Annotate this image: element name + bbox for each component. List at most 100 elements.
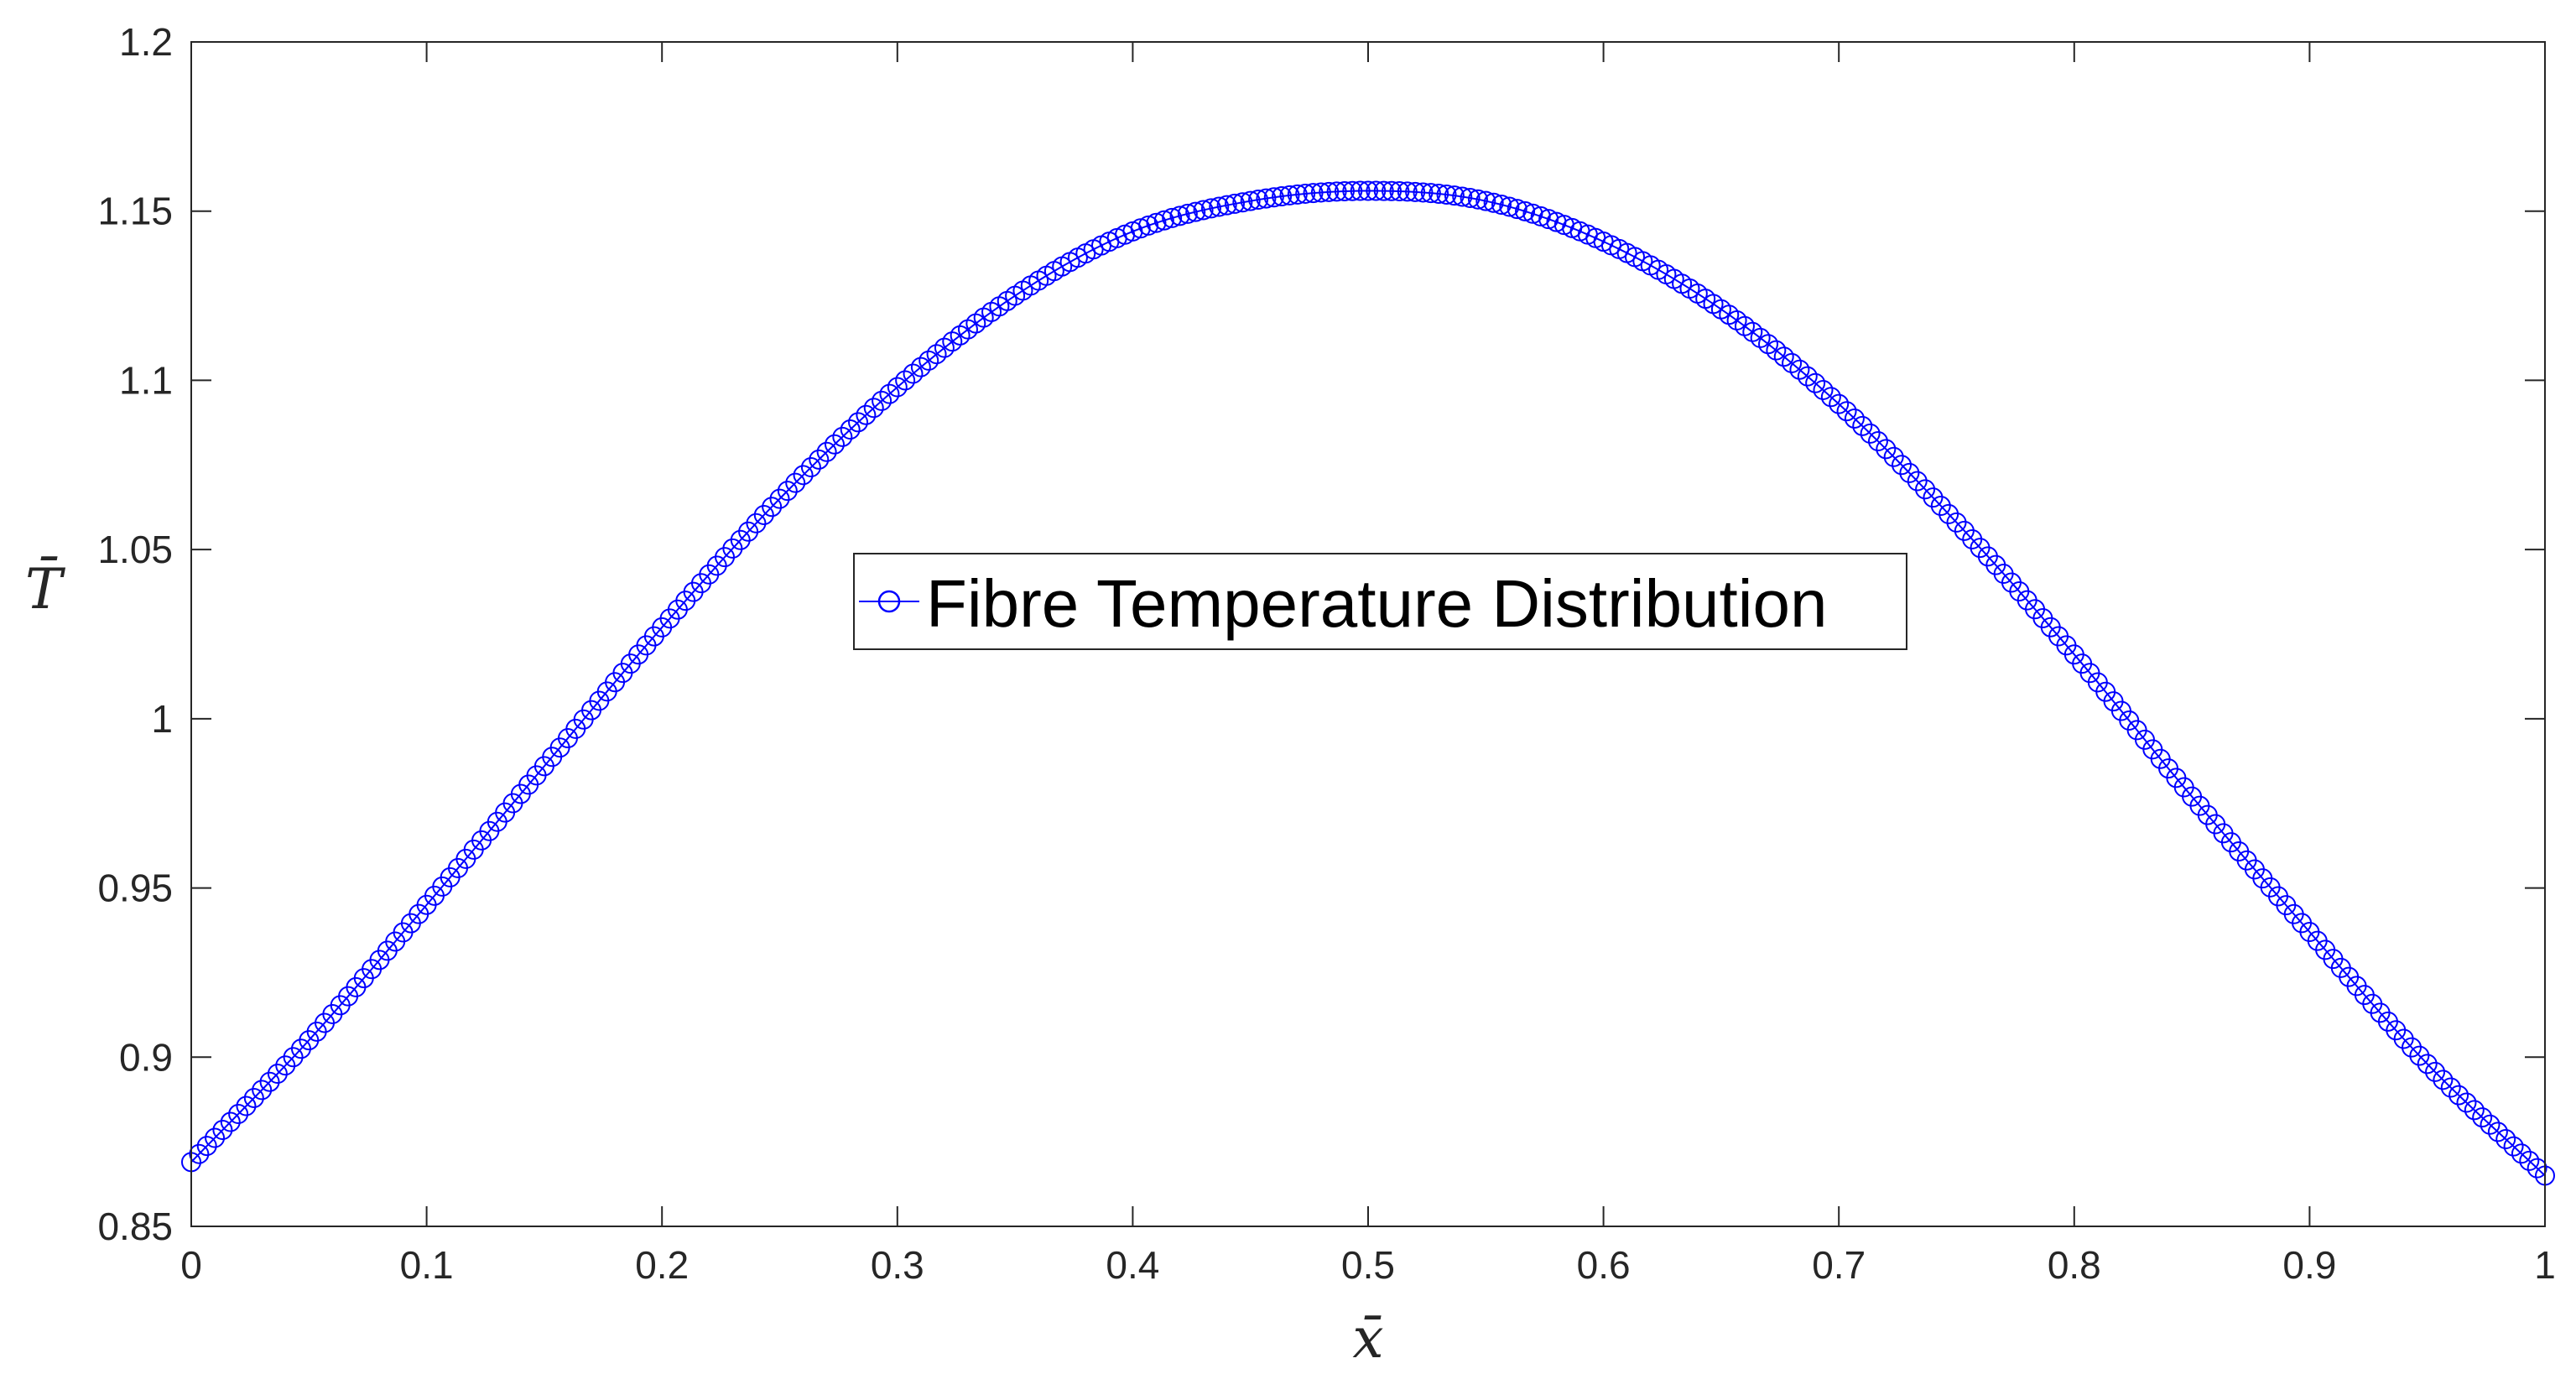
data-point [2464, 1100, 2485, 1121]
data-point [243, 1087, 264, 1108]
y-tick-label: 1 [151, 697, 173, 741]
data-point [1483, 192, 1504, 213]
x-tick-label: 0.6 [1577, 1243, 1631, 1287]
data-point [832, 426, 853, 447]
y-tick-label: 1.2 [119, 20, 173, 64]
x-tick-label: 0.3 [871, 1243, 924, 1287]
data-point [1248, 190, 1269, 211]
data-point [1444, 185, 1465, 206]
data-point [1789, 359, 1810, 380]
data-point [1452, 186, 1473, 207]
data-point [1782, 352, 1803, 373]
x-tick-label: 0.7 [1812, 1243, 1866, 1287]
x-tick-label: 0.5 [1341, 1243, 1395, 1287]
data-point [2472, 1107, 2493, 1128]
data-point [769, 488, 790, 509]
data-point [1813, 379, 1834, 400]
data-point [196, 1136, 217, 1157]
data-point [1429, 183, 1449, 204]
data-point [2495, 1129, 2516, 1150]
data-point [809, 449, 830, 470]
data-point [2519, 1150, 2540, 1171]
series-layer [181, 180, 2555, 1186]
data-point [2417, 1054, 2438, 1075]
data-point [1773, 346, 1794, 367]
data-point [1475, 190, 1496, 211]
data-point [1232, 192, 1253, 213]
x-tick-label: 0.1 [400, 1243, 454, 1287]
data-point [1515, 200, 1536, 221]
data-point [2503, 1136, 2524, 1157]
data-point [1303, 183, 1324, 204]
data-point [2511, 1143, 2532, 1164]
data-point [793, 465, 814, 486]
y-tick-label: 1.15 [97, 190, 173, 233]
data-point [800, 457, 821, 478]
data-point [1867, 431, 1888, 452]
data-point [910, 357, 931, 377]
data-point [879, 383, 900, 404]
y-axis-label: T̄ [25, 557, 66, 622]
legend-box [853, 553, 1907, 650]
data-point [1405, 181, 1426, 202]
data-point [1138, 215, 1159, 236]
data-point [2440, 1077, 2461, 1098]
legend-marker-swatch [877, 590, 901, 613]
data-point [1224, 193, 1245, 214]
data-point [1491, 195, 1512, 215]
y-tick-label: 1.1 [119, 358, 173, 402]
data-point [1326, 181, 1347, 202]
data-point [1844, 408, 1865, 429]
data-point [1522, 203, 1543, 224]
data-point [1263, 187, 1284, 208]
data-point [1820, 387, 1841, 408]
data-point [220, 1111, 241, 1132]
data-point [1216, 195, 1237, 216]
data-point [259, 1071, 280, 1092]
data-point [934, 337, 955, 358]
data-point [212, 1120, 233, 1141]
data-point [1797, 366, 1818, 387]
data-point [926, 344, 947, 365]
data-point [236, 1096, 257, 1116]
data-point [1295, 183, 1316, 204]
x-tick-label: 0.9 [2282, 1243, 2336, 1287]
data-point [2527, 1158, 2547, 1179]
y-tick-label: 0.9 [119, 1035, 173, 1079]
data-point [1892, 455, 1912, 476]
data-point [1366, 180, 1387, 201]
data-point [1382, 180, 1402, 201]
data-point [762, 497, 783, 518]
data-point [2480, 1114, 2501, 1135]
data-point [1420, 183, 1441, 204]
data-point [1240, 190, 1261, 211]
data-point [1185, 201, 1206, 222]
data-point [863, 398, 884, 419]
data-point [228, 1104, 249, 1125]
data-point [919, 350, 939, 371]
data-point [1389, 181, 1410, 202]
data-point [1310, 182, 1331, 203]
data-point [1397, 181, 1418, 202]
data-point [1177, 203, 1198, 224]
data-point [2433, 1070, 2454, 1090]
data-point [1460, 187, 1481, 208]
data-point [1467, 189, 1488, 210]
x-tick-label: 0 [180, 1243, 202, 1287]
data-point [887, 377, 908, 398]
data-point [1499, 196, 1520, 217]
legend: Fibre Temperature Distribution [853, 553, 1907, 650]
data-point [840, 419, 861, 440]
data-point [1507, 199, 1527, 220]
data-point [872, 390, 892, 411]
data-point [1193, 200, 1214, 221]
data-point [1766, 340, 1787, 361]
data-point [267, 1064, 288, 1084]
data-point [824, 434, 845, 455]
data-point [1829, 393, 1850, 414]
data-point [1256, 188, 1277, 209]
data-point [1153, 210, 1174, 231]
data-point [1162, 207, 1183, 228]
data-point [1860, 423, 1881, 444]
data-point [1287, 184, 1308, 205]
